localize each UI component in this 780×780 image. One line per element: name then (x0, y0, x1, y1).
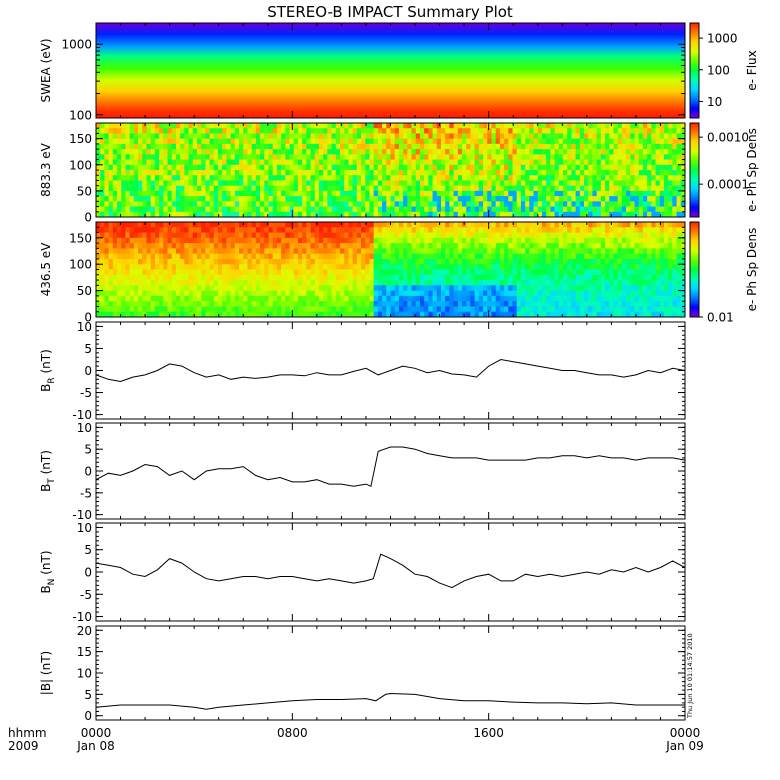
panel-frame (95, 422, 686, 520)
pitch-angle-spectrogram (96, 123, 686, 218)
time-tick-label: 1600 (473, 726, 504, 740)
time-tick-label: 0000 (670, 726, 701, 740)
colorbar-label: e- Ph Sp Dens (745, 228, 759, 312)
swea-spectrogram (96, 23, 685, 118)
colorbar-tick-label: 1000 (707, 32, 738, 46)
y-tick-label: 0 (84, 465, 92, 479)
y-tick-label: -5 (80, 588, 92, 602)
series-line (95, 553, 686, 589)
y-tick-label: 100 (69, 108, 92, 122)
y-tick-label: 0 (84, 709, 92, 723)
panel-4: -10 -5 0 5 10 BR (nT) (39, 320, 686, 422)
y-tick-label: 50 (77, 184, 92, 198)
panel-5: -10 -5 0 5 10 BT (nT) (39, 421, 686, 522)
time-tick-date: Jan 08 (76, 739, 115, 753)
time-axis-prefix-format: hhmm (8, 726, 47, 740)
colorbar-label: e- Flux (745, 50, 759, 90)
time-tick-label: 0000 (81, 726, 112, 740)
panel-3: 0.01 e- Ph Sp Dens 0 50 100 150 436.5 eV (39, 221, 759, 325)
y-axis-label: BT (nT) (39, 450, 57, 492)
y-tick-label: 150 (69, 231, 92, 245)
colorbar-tick-label: 10 (707, 95, 722, 109)
series-line (95, 358, 686, 383)
colorbar (689, 221, 700, 318)
plot-title: STEREO-B IMPACT Summary Plot (267, 3, 513, 21)
panel-7: 0 5 10 15 20 |B| (nT) (39, 624, 686, 723)
series-line (95, 446, 686, 488)
y-tick-label: 1000 (61, 38, 92, 52)
y-tick-label: 5 (84, 443, 92, 457)
colorbar (689, 122, 700, 218)
panel-frame (95, 522, 686, 622)
y-tick-label: 5 (84, 688, 92, 702)
y-axis-label: 436.5 eV (39, 242, 53, 297)
time-axis-prefix-year: 2009 (8, 739, 39, 753)
generation-stamp: Thu Jun 10 01:14:57 2010 (686, 633, 694, 719)
time-tick-label: 0800 (277, 726, 308, 740)
y-tick-label: 0 (84, 211, 92, 225)
y-tick-label: -10 (72, 610, 92, 624)
y-tick-label: -10 (72, 508, 92, 522)
colorbar-label: e- Ph Sp Dens (745, 128, 759, 212)
y-tick-label: -5 (80, 486, 92, 500)
y-tick-label: 15 (77, 645, 92, 659)
y-tick-label: 150 (69, 132, 92, 146)
pitch-angle-spectrogram (96, 222, 686, 318)
y-tick-label: 10 (77, 421, 92, 435)
y-axis-label: BN (nT) (39, 550, 57, 593)
y-tick-label: 0 (84, 364, 92, 378)
panel-6: -10 -5 0 5 10 BN (nT) (39, 521, 686, 624)
time-tick-date: Jan 09 (665, 739, 704, 753)
y-tick-label: -5 (80, 386, 92, 400)
y-tick-label: 5 (84, 543, 92, 557)
y-tick-label: 0 (84, 311, 92, 325)
colorbar-tick-label: 100 (707, 63, 730, 77)
y-tick-label: 10 (77, 667, 92, 681)
y-tick-label: 100 (69, 258, 92, 272)
y-tick-label: 10 (77, 521, 92, 535)
y-tick-label: 5 (84, 342, 92, 356)
panel-1: 10 100 1000 e- Flux 100 1000 SWEA (eV) (39, 22, 759, 122)
colorbar-tick-label: 0.01 (707, 311, 734, 325)
colorbar-tick-label: 0.0010 (707, 131, 749, 145)
y-axis-label: 883.3 eV (39, 142, 53, 197)
y-tick-label: 10 (77, 320, 92, 334)
series-line (95, 692, 685, 710)
y-tick-label: 0 (84, 566, 92, 580)
colorbar (689, 22, 700, 119)
y-tick-label: 100 (69, 158, 92, 172)
y-axis-label: BR (nT) (39, 349, 57, 392)
colorbar-tick-label: 0.0001 (707, 178, 749, 192)
y-tick-label: 20 (77, 624, 92, 638)
y-tick-label: -10 (72, 408, 92, 422)
y-axis-label: SWEA (eV) (39, 38, 53, 102)
y-axis-label: |B| (nT) (39, 651, 53, 695)
y-tick-label: 50 (77, 284, 92, 298)
